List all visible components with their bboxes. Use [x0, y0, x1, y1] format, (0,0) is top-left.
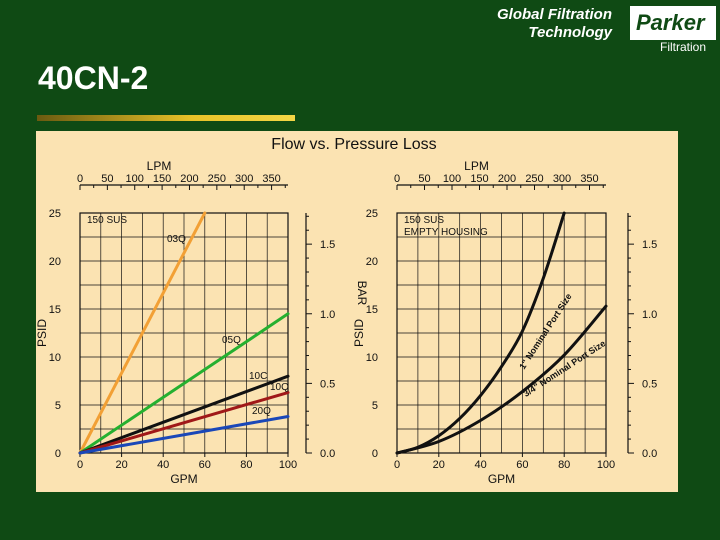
chart-svg: Flow vs. Pressure Loss 0 20 40 60 80 100GPM05…: [35, 131, 691, 492]
chart-1-y-tick-label: 10: [49, 352, 61, 364]
chart-2-y-tick-label: 5: [372, 400, 378, 412]
chart-1-x-tick-label: 100: [279, 459, 297, 471]
brand-wordmark: Global Filtration Technology: [452, 6, 612, 42]
logo-subtext: Filtration: [660, 40, 707, 54]
chart-1-x-tick-label: 80: [240, 459, 252, 471]
chart-1-top-tick-label: 300: [235, 173, 253, 185]
chart-2-x-tick-label: 100: [597, 459, 615, 471]
chart-1-y-tick-label: 25: [49, 208, 61, 220]
chart-2-right-tick-label: 0.5: [642, 378, 657, 390]
chart-2-x-tick-label: 20: [433, 459, 445, 471]
chart-1-top-tick-label: 50: [101, 173, 113, 185]
chart-1-series-line-5: [78, 415, 290, 455]
chart-figure: Flow vs. Pressure Loss 0 20 40 60 80 100 GPM 0 5…: [35, 131, 691, 492]
chart-1-right-tick-label: 1.5: [320, 239, 335, 251]
logo-box: [630, 6, 716, 40]
chart-1-series-label-1: 03Q: [167, 234, 186, 245]
chart-1-x-tick-label: 20: [115, 459, 127, 471]
chart-1-y-tick-label: 15: [49, 304, 61, 316]
chart-2-top-tick-label: 50: [418, 173, 430, 185]
chart-1-series-label-3: 10C: [249, 371, 267, 382]
chart-2-right-tick-label: 1.0: [642, 309, 657, 321]
chart-2-x-tick-label: 40: [474, 459, 486, 471]
chart-1-top-tick-label: 100: [126, 173, 144, 185]
chart-2-y-tick-label: 0: [372, 448, 378, 460]
logo-text: Parker: [636, 10, 705, 35]
chart-2-series-line-2: [395, 304, 608, 455]
chart-2-top-tick-label: 200: [498, 173, 516, 185]
chart-1-top-axis-label: LPM: [147, 159, 172, 173]
chart-1-right-tick-label: 0.5: [320, 378, 335, 390]
chart-2-right-tick-label: 1.5: [642, 239, 657, 251]
figure-title: Flow vs. Pressure Loss: [271, 136, 436, 153]
chart-2-y-tick-label: 10: [366, 352, 378, 364]
chart-2-top-tick-label: 100: [443, 173, 461, 185]
chart-1-top-tick-label: 150: [153, 173, 171, 185]
chart-1-series-label-4: 10Q: [270, 382, 289, 393]
chart-2-annotation-line-1: 150 SUS: [404, 215, 444, 226]
chart-1-right-tick-label: 1.0: [320, 309, 335, 321]
brand-line-1: Global Filtration: [497, 6, 612, 23]
chart-1-series-line-3: [78, 374, 290, 455]
chart-1-annotation: 150 SUS: [87, 215, 127, 226]
chart-2-top-axis-label: LPM: [464, 159, 489, 173]
chart-2-top-tick-label: 0: [394, 173, 400, 185]
chart-1-right-axis-label: BAR: [355, 281, 369, 306]
chart-2-x-tick-label: 80: [558, 459, 570, 471]
chart-1-y-tick-label: 20: [49, 256, 61, 268]
title-underline: [37, 115, 295, 121]
chart-2-y-axis-label: PSID: [352, 319, 366, 347]
parker-logo: Parker Filtration: [630, 6, 718, 56]
chart-1-series-label-5: 20Q: [252, 406, 271, 417]
chart-1-top-tick-label: 250: [208, 173, 226, 185]
chart-1-series-label-2: 05Q: [222, 335, 241, 346]
chart-2-right-axis-label: BAR: [677, 281, 678, 306]
page-title: 40CN-2: [38, 60, 149, 96]
chart-1-y-tick-label: 0: [55, 448, 61, 460]
chart-2-x-tick-label: 0: [394, 459, 400, 471]
chart-2-y-tick-label: 15: [366, 304, 378, 316]
chart-1-top-tick-label: 350: [262, 173, 280, 185]
chart-2-right-tick-label: 0.0: [642, 448, 657, 460]
chart-2-top-tick-label: 250: [525, 173, 543, 185]
chart-2-x-axis-label: GPM: [488, 472, 515, 486]
chart-1-x-tick-label: 40: [157, 459, 169, 471]
chart-1-series-line-2: [78, 312, 290, 455]
chart-1-y-tick-label: 5: [55, 400, 61, 412]
chart-1-x-axis-label: GPM: [170, 472, 197, 486]
chart-1-top-tick-label: 200: [180, 173, 198, 185]
chart-1-series-line-1: [78, 211, 207, 455]
chart-2-y-tick-label: 20: [366, 256, 378, 268]
chart-1-y-axis-label: PSID: [36, 319, 49, 347]
brand-line-2: Technology: [528, 24, 612, 41]
chart-2-top-tick-label: 350: [580, 173, 598, 185]
chart-2-y-tick-label: 25: [366, 208, 378, 220]
chart-2-series-line-1: [395, 211, 566, 455]
chart-1-series-line-4: [78, 391, 290, 455]
chart-1-x-tick-label: 60: [199, 459, 211, 471]
chart-1-top-tick-label: 0: [77, 173, 83, 185]
chart-2-annotation-line-2: EMPTY HOUSING: [404, 227, 488, 238]
chart-2-x-tick-label: 60: [516, 459, 528, 471]
chart-2-top-tick-label: 300: [553, 173, 571, 185]
chart-1-right-tick-label: 0.0: [320, 448, 335, 460]
chart-2-top-tick-label: 150: [470, 173, 488, 185]
chart-1-x-tick-label: 0: [77, 459, 83, 471]
